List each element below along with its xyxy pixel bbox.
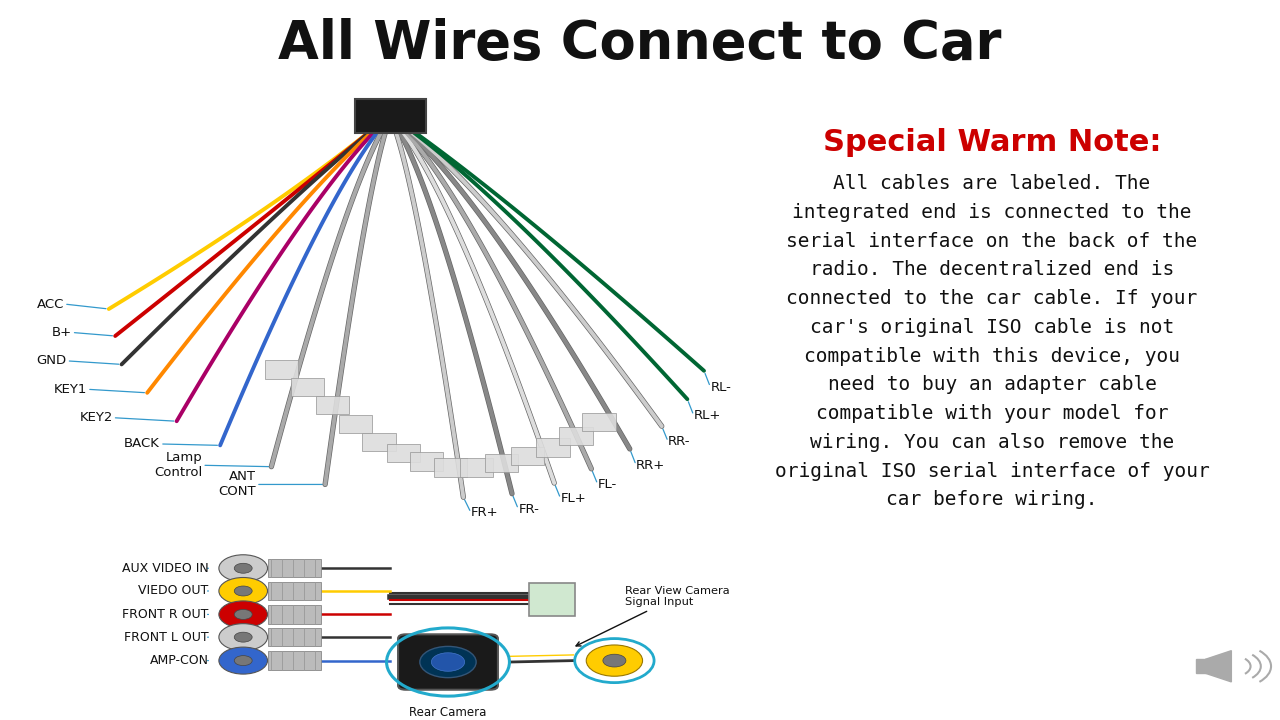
FancyBboxPatch shape <box>559 427 593 446</box>
FancyBboxPatch shape <box>268 628 321 647</box>
FancyBboxPatch shape <box>265 360 298 379</box>
Text: B+: B+ <box>51 326 72 339</box>
Circle shape <box>219 624 268 651</box>
FancyBboxPatch shape <box>316 396 349 414</box>
Circle shape <box>603 654 626 667</box>
Text: FL+: FL+ <box>561 492 586 505</box>
FancyBboxPatch shape <box>536 438 570 456</box>
Text: Rear View Camera
Signal Input: Rear View Camera Signal Input <box>576 586 730 646</box>
Text: KEY1: KEY1 <box>54 383 87 396</box>
FancyBboxPatch shape <box>268 582 321 600</box>
FancyBboxPatch shape <box>268 652 321 670</box>
FancyBboxPatch shape <box>387 444 420 462</box>
FancyBboxPatch shape <box>410 452 443 471</box>
Text: AUX VIDEO IN: AUX VIDEO IN <box>122 562 209 575</box>
Text: RL-: RL- <box>710 381 731 394</box>
Text: Rear Camera: Rear Camera <box>410 706 486 719</box>
Text: Special Warm Note:: Special Warm Note: <box>823 128 1161 157</box>
Circle shape <box>234 609 252 619</box>
Circle shape <box>234 586 252 596</box>
FancyBboxPatch shape <box>529 583 575 616</box>
FancyBboxPatch shape <box>485 454 518 472</box>
FancyBboxPatch shape <box>291 378 324 397</box>
Circle shape <box>431 653 465 671</box>
Text: RR+: RR+ <box>636 459 666 472</box>
Circle shape <box>219 647 268 674</box>
Circle shape <box>234 632 252 642</box>
Text: AMP-CON: AMP-CON <box>150 654 209 667</box>
Circle shape <box>219 601 268 628</box>
Text: Lamp
Control: Lamp Control <box>154 451 202 480</box>
FancyBboxPatch shape <box>398 634 498 690</box>
Text: BACK: BACK <box>124 438 160 451</box>
Text: FRONT R OUT: FRONT R OUT <box>123 608 209 621</box>
Text: FL-: FL- <box>598 478 617 491</box>
Text: FR-: FR- <box>518 503 539 516</box>
FancyBboxPatch shape <box>511 447 544 465</box>
Text: ANT
CONT: ANT CONT <box>219 470 256 498</box>
Circle shape <box>219 577 268 605</box>
FancyBboxPatch shape <box>339 415 372 433</box>
FancyBboxPatch shape <box>268 559 321 577</box>
Text: VIEDO OUT: VIEDO OUT <box>138 585 209 598</box>
FancyBboxPatch shape <box>355 99 426 132</box>
Text: FR+: FR+ <box>471 506 499 519</box>
FancyBboxPatch shape <box>268 606 321 624</box>
FancyBboxPatch shape <box>582 413 616 431</box>
Circle shape <box>234 563 252 573</box>
Circle shape <box>234 656 252 665</box>
FancyBboxPatch shape <box>362 433 396 451</box>
Text: RR-: RR- <box>668 436 691 449</box>
Text: FRONT L OUT: FRONT L OUT <box>124 631 209 644</box>
Text: All Wires Connect to Car: All Wires Connect to Car <box>278 18 1002 70</box>
Text: KEY2: KEY2 <box>79 411 113 424</box>
Polygon shape <box>1196 660 1206 673</box>
Circle shape <box>420 647 476 678</box>
Text: All cables are labeled. The
integrated end is connected to the
serial interface : All cables are labeled. The integrated e… <box>774 174 1210 509</box>
FancyBboxPatch shape <box>434 458 467 477</box>
FancyBboxPatch shape <box>460 458 493 477</box>
Polygon shape <box>1206 651 1231 682</box>
Circle shape <box>586 645 643 676</box>
Circle shape <box>219 555 268 582</box>
Text: RL+: RL+ <box>694 409 721 422</box>
Text: GND: GND <box>36 354 67 367</box>
Text: ACC: ACC <box>37 297 64 310</box>
